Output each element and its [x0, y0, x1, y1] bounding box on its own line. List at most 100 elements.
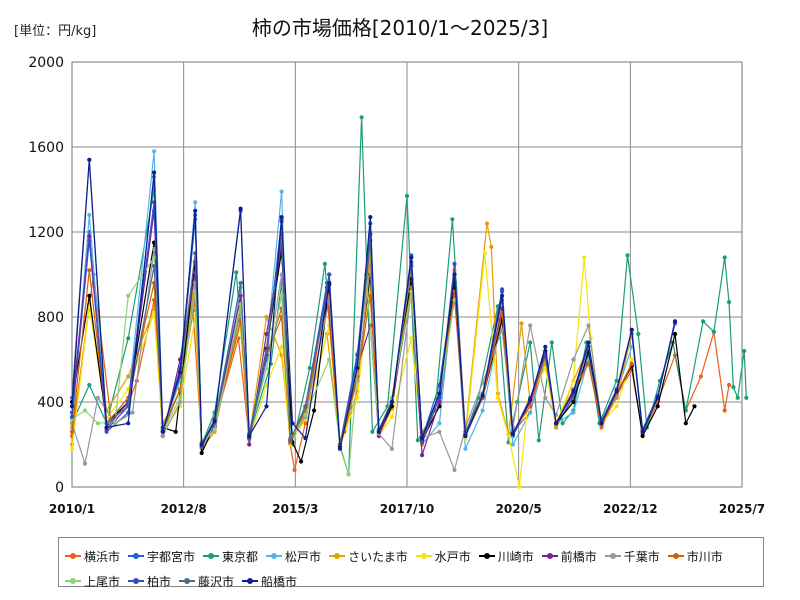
data-point	[279, 215, 284, 220]
data-point	[113, 419, 118, 424]
data-point	[178, 395, 183, 400]
data-point	[126, 293, 131, 298]
data-point	[711, 329, 717, 334]
data-point	[495, 395, 500, 400]
data-point	[279, 272, 284, 277]
data-point	[290, 421, 295, 426]
legend-swatch	[203, 553, 220, 559]
data-point	[82, 408, 88, 413]
legend-label: 水戸市	[434, 549, 471, 564]
data-point	[264, 331, 269, 337]
data-point	[322, 261, 327, 266]
legend-label: 千葉市	[623, 549, 660, 564]
data-point	[672, 331, 678, 337]
data-point	[264, 348, 269, 354]
legend-item: 千葉市	[604, 547, 660, 565]
data-point	[742, 348, 747, 354]
x-tick-label: 2020/5	[496, 502, 542, 516]
data-point	[327, 272, 332, 277]
data-point	[528, 397, 533, 402]
data-point	[130, 410, 135, 415]
legend: 横浜市 宇都宮市 東京都 松戸市 さいたま市 水戸市 川崎市 前橋市 千葉市 市川市 上尾市 柏市 藤沢…	[58, 537, 764, 590]
data-point	[452, 261, 457, 266]
data-point	[586, 340, 591, 345]
data-point	[199, 442, 204, 447]
data-point	[87, 382, 92, 388]
legend-swatch	[478, 553, 495, 559]
series-layer	[69, 115, 749, 489]
y-tick-label: 800	[37, 310, 64, 326]
data-point	[683, 421, 688, 426]
data-point	[104, 425, 109, 430]
data-point	[404, 193, 410, 198]
data-point	[69, 404, 75, 409]
data-point	[69, 446, 75, 451]
data-point	[193, 208, 198, 213]
data-point	[698, 374, 704, 379]
data-point	[279, 344, 284, 349]
data-point	[500, 293, 505, 298]
legend-swatch	[266, 553, 283, 559]
data-point	[437, 391, 442, 396]
legend-swatch	[65, 553, 81, 559]
data-point	[722, 408, 727, 413]
data-point	[560, 421, 565, 426]
data-point	[629, 344, 634, 349]
data-point	[420, 436, 425, 441]
data-point	[571, 357, 576, 362]
x-tick-label: 2012/8	[161, 502, 207, 516]
data-point	[452, 272, 457, 277]
legend-item: 上尾市	[65, 572, 120, 590]
legend-swatch	[128, 578, 145, 584]
data-point	[672, 319, 678, 324]
x-tick-label: 2025/7	[719, 502, 765, 516]
data-point	[629, 357, 634, 362]
data-point	[571, 410, 576, 415]
data-point	[238, 206, 243, 211]
legend-label: 上尾市	[84, 574, 121, 589]
legend-label: 市川市	[686, 549, 723, 564]
chart-title: 柿の市場価格[2010/1～2025/3]	[251, 16, 549, 40]
data-point	[554, 425, 559, 430]
unit-label: [単位：円/kg]	[14, 24, 97, 39]
y-tick-label: 0	[55, 480, 64, 496]
y-tick-label: 1600	[28, 140, 64, 156]
data-point	[87, 234, 92, 239]
x-tick-label: 2010/1	[49, 502, 95, 516]
data-point	[312, 408, 317, 413]
legend-item: 船橋市	[242, 572, 297, 590]
legend-label: 船橋市	[261, 574, 298, 589]
data-point	[543, 395, 548, 400]
data-point	[484, 221, 490, 226]
data-point	[517, 484, 522, 489]
data-point	[303, 436, 308, 441]
data-point	[489, 244, 494, 249]
data-point	[409, 336, 414, 341]
data-point	[735, 395, 740, 400]
data-point	[87, 293, 92, 298]
data-point	[452, 467, 457, 473]
data-point	[480, 393, 485, 398]
legend-label: 藤沢市	[198, 574, 235, 589]
data-point	[549, 340, 554, 345]
data-point	[450, 217, 455, 222]
data-point	[726, 382, 732, 388]
data-point	[437, 429, 442, 434]
data-point	[655, 395, 660, 400]
data-point	[409, 255, 414, 260]
data-point	[152, 255, 157, 260]
data-point	[95, 421, 100, 426]
data-point	[625, 253, 630, 258]
data-point	[288, 438, 293, 443]
data-point	[731, 385, 736, 390]
data-point	[199, 450, 204, 456]
legend-swatch	[65, 578, 81, 584]
data-point	[247, 442, 252, 447]
data-point	[389, 414, 394, 419]
data-point	[599, 421, 604, 426]
data-point	[420, 453, 425, 458]
data-point	[355, 395, 360, 400]
data-point	[614, 378, 619, 383]
data-point	[368, 215, 373, 220]
data-point	[636, 331, 641, 337]
